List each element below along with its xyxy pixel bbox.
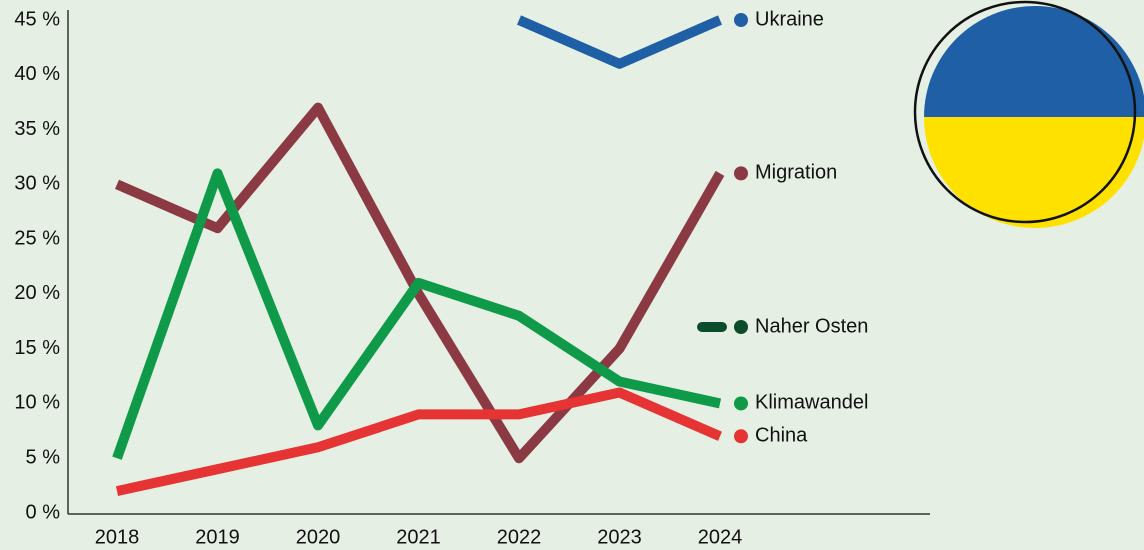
y-tick-label: 45 %	[14, 8, 60, 30]
y-tick-label: 0 %	[26, 501, 61, 523]
legend-dot	[734, 166, 748, 181]
legend-label: Migration	[755, 162, 837, 184]
x-tick-label: 2019	[195, 526, 240, 548]
legend-dot	[734, 429, 748, 444]
y-tick-label: 35 %	[14, 118, 60, 140]
y-tick-label: 15 %	[14, 337, 60, 359]
legend-label: Klimawandel	[755, 392, 868, 414]
legend-label: Naher Osten	[755, 315, 868, 337]
y-tick-label: 5 %	[26, 447, 61, 469]
x-tick-label: 2023	[597, 526, 642, 548]
legend-label: Ukraine	[755, 8, 824, 30]
series-line	[517, 15, 722, 69]
x-tick-label: 2018	[95, 526, 140, 548]
y-tick-label: 30 %	[14, 173, 60, 195]
ukraine-flag	[913, 0, 1144, 228]
x-tick-label: 2020	[296, 526, 341, 548]
x-tick-label: 2022	[497, 526, 542, 548]
x-tick-label: 2021	[396, 526, 441, 548]
legend-dot	[734, 320, 748, 334]
series-line	[115, 102, 725, 464]
series-line	[115, 387, 722, 496]
y-tick-label: 10 %	[14, 392, 60, 414]
legend-dot	[734, 13, 748, 27]
y-tick-label: 20 %	[14, 282, 60, 304]
series-line	[112, 168, 722, 460]
x-tick-label: 2024	[698, 526, 743, 548]
legend-label: China	[755, 425, 808, 447]
y-tick-label: 40 %	[14, 63, 60, 85]
y-tick-label: 25 %	[14, 227, 60, 249]
legend-dot	[734, 396, 748, 411]
